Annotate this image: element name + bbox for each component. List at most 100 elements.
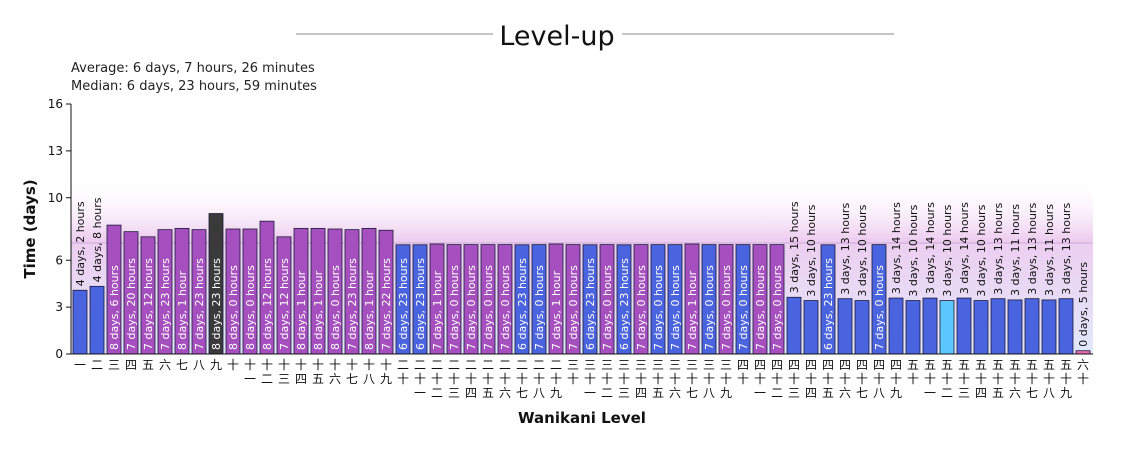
x-tick-label: 七 xyxy=(1026,386,1038,400)
x-tick-label: 九 xyxy=(380,372,392,386)
bar-data-label: 0 days, 5 hours xyxy=(1077,262,1090,347)
bar xyxy=(905,300,921,355)
x-tick-label: 八 xyxy=(533,386,545,400)
bar-data-label: 3 days, 13 hours xyxy=(1060,203,1073,295)
bar-data-label: 3 days, 11 hours xyxy=(1009,204,1022,296)
x-tick-label: 二 xyxy=(499,358,511,372)
x-tick-label: 三 xyxy=(958,386,970,400)
x-tick-label: 五 xyxy=(975,358,987,372)
x-tick-label: 二 xyxy=(516,358,528,372)
x-tick-label: 九 xyxy=(210,358,222,372)
x-tick-label: 三 xyxy=(686,358,698,372)
y-tick-label: 16 xyxy=(48,97,63,111)
x-tick-label: 四 xyxy=(737,358,749,372)
bar-data-label: 7 days, 0 hours xyxy=(482,265,495,350)
x-tick-label: 八 xyxy=(703,386,715,400)
bar-data-label: 7 days, 0 hours xyxy=(533,265,546,350)
x-tick-label: 十 xyxy=(278,358,290,372)
x-tick-label: 十 xyxy=(295,358,307,372)
x-tick-label: 一 xyxy=(414,386,426,400)
x-tick-label: 八 xyxy=(363,372,375,386)
bar-data-label: 7 days, 1 hour xyxy=(686,270,699,350)
x-tick-label: 十 xyxy=(567,372,579,386)
bar xyxy=(990,298,1006,355)
bar-data-label: 7 days, 12 hours xyxy=(142,258,155,350)
x-tick-label: 十 xyxy=(414,372,426,386)
bar-data-label: 7 days, 0 hours xyxy=(601,265,614,350)
x-tick-label: 六 xyxy=(1077,358,1089,372)
bar-data-label: 3 days, 13 hours xyxy=(839,203,852,295)
bar-data-label: 3 days, 10 hours xyxy=(941,204,954,296)
bar-data-label: 8 days, 12 hours xyxy=(261,258,274,350)
bar-data-label: 3 days, 11 hours xyxy=(1043,204,1056,296)
x-tick-label: 五 xyxy=(1043,358,1055,372)
x-axis-label: Wanikani Level xyxy=(518,409,646,427)
x-tick-label: 三 xyxy=(618,358,630,372)
bar-data-label: 7 days, 0 hours xyxy=(754,265,767,350)
x-tick-label: 十 xyxy=(1077,372,1089,386)
x-tick-label: 十 xyxy=(975,372,987,386)
bar xyxy=(922,297,938,355)
x-tick-label: 四 xyxy=(975,386,987,400)
bar-data-label: 7 days, 23 hours xyxy=(346,258,359,350)
x-tick-label: 四 xyxy=(856,358,868,372)
bar xyxy=(72,289,88,355)
bar xyxy=(89,285,105,355)
x-tick-label: 十 xyxy=(856,372,868,386)
bar-data-label: 8 days, 0 hours xyxy=(227,265,240,350)
bar-data-label: 7 days, 0 hours xyxy=(499,265,512,350)
y-tick-label: 10 xyxy=(48,191,63,205)
bar-data-label: 7 days, 0 hours xyxy=(771,265,784,350)
x-tick-label: 十 xyxy=(244,358,256,372)
x-tick-label: 十 xyxy=(958,372,970,386)
x-tick-label: 四 xyxy=(822,358,834,372)
bar-data-label: 8 days, 1 hour xyxy=(295,270,308,350)
x-tick-label: 十 xyxy=(890,372,902,386)
x-tick-label: 二 xyxy=(414,358,426,372)
x-tick-label: 二 xyxy=(91,358,103,372)
x-tick-label: 十 xyxy=(720,372,732,386)
x-tick-label: 十 xyxy=(499,372,511,386)
x-tick-label: 二 xyxy=(397,358,409,372)
bar-data-label: 8 days, 0 hours xyxy=(244,265,257,350)
average-text: Average: 6 days, 7 hours, 26 minutes xyxy=(71,61,315,76)
x-tick-label: 十 xyxy=(652,372,664,386)
x-tick-label: 五 xyxy=(1060,358,1072,372)
bar-data-label: 7 days, 0 hours xyxy=(873,265,886,350)
bar-data-label: 8 days, 1 hour xyxy=(312,270,325,350)
bar xyxy=(1024,298,1040,355)
x-tick-label: 一 xyxy=(754,386,766,400)
x-tick-label: 十 xyxy=(669,372,681,386)
bar-data-label: 6 days, 23 hours xyxy=(584,258,597,350)
bar-data-label: 3 days, 10 hours xyxy=(975,204,988,296)
x-tick-label: 三 xyxy=(720,358,732,372)
y-axis: 0 3 6 10 13 16 xyxy=(48,97,72,361)
x-tick-label: 六 xyxy=(839,386,851,400)
y-tick-label: 3 xyxy=(55,300,63,314)
x-tick-label: 五 xyxy=(312,372,324,386)
x-tick-label: 四 xyxy=(890,358,902,372)
bar-data-label: 3 days, 14 hours xyxy=(924,202,937,294)
bar-data-label: 7 days, 20 hours xyxy=(125,258,138,350)
x-tick-label: 十 xyxy=(312,358,324,372)
x-tick-label: 十 xyxy=(516,372,528,386)
bar-data-label: 7 days, 1 hour xyxy=(550,270,563,350)
x-tick-label: 三 xyxy=(788,386,800,400)
x-tick-label: 一 xyxy=(584,386,596,400)
x-tick-label: 二 xyxy=(465,358,477,372)
x-tick-label: 三 xyxy=(635,358,647,372)
x-tick-label: 三 xyxy=(618,386,630,400)
y-tick-label: 13 xyxy=(48,144,63,158)
x-tick-label: 十 xyxy=(754,372,766,386)
x-tick-label: 十 xyxy=(1026,372,1038,386)
x-tick-label: 十 xyxy=(346,358,358,372)
x-tick-label: 十 xyxy=(924,372,936,386)
chart-title: Level-up xyxy=(499,21,614,52)
x-tick-label: 四 xyxy=(125,358,137,372)
bar-data-label: 8 days, 0 hours xyxy=(329,265,342,350)
x-tick-label: 十 xyxy=(737,372,749,386)
x-tick-label: 八 xyxy=(1043,386,1055,400)
bar-data-label: 7 days, 22 hours xyxy=(380,258,393,350)
bar-data-label: 7 days, 1 hour xyxy=(431,270,444,350)
